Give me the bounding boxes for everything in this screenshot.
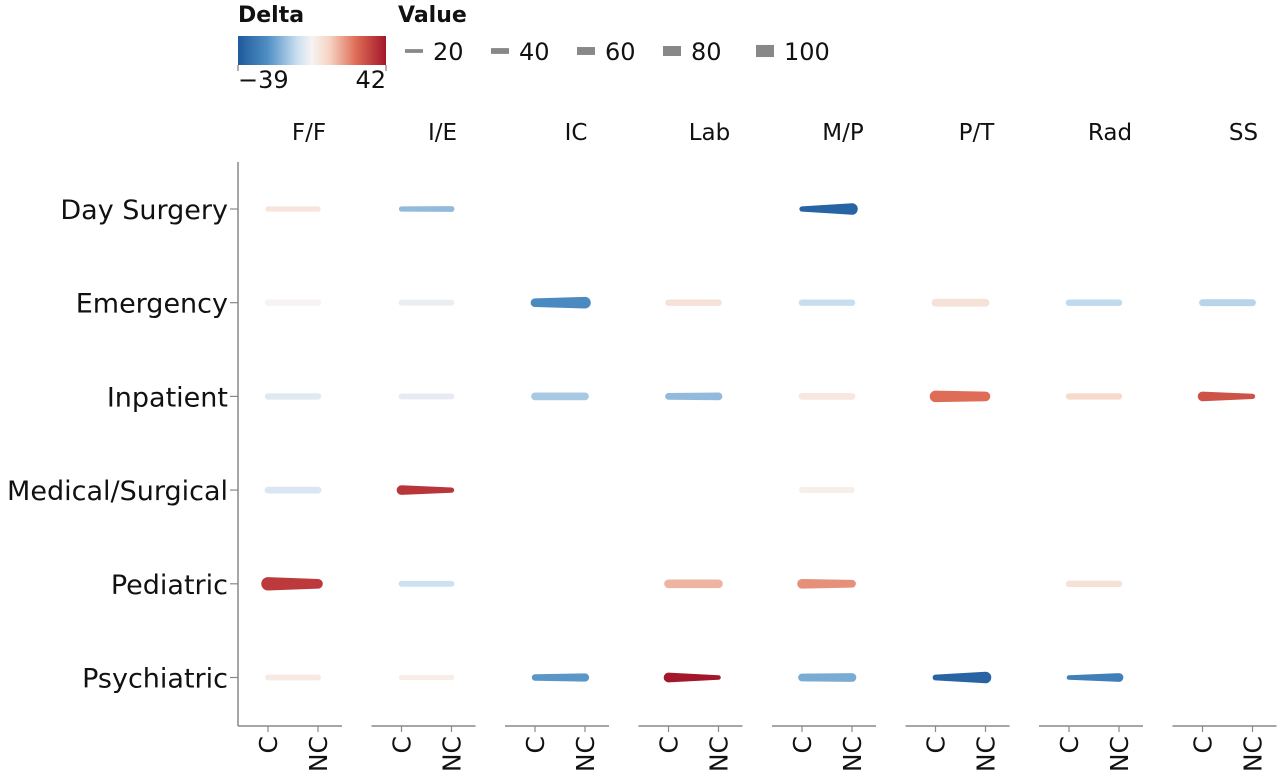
column-header: Lab [689, 120, 731, 146]
column-header: Rad [1088, 120, 1132, 146]
mark-emergency-ss [1199, 299, 1256, 307]
x-tick-label: NC [1105, 736, 1134, 772]
column-header: I/E [428, 120, 457, 146]
x-tick-label: NC [838, 736, 867, 772]
mark-pediatric-f-f [261, 577, 323, 591]
row-label: Inpatient [107, 382, 228, 413]
x-tick-label: NC [304, 736, 333, 772]
size-legend-swatch [491, 48, 509, 54]
x-tick-label: C [1055, 736, 1084, 753]
mark-day-surgery-i-e [398, 206, 455, 212]
color-legend-max-label: 42 [355, 66, 386, 94]
mark-pediatric-lab [664, 579, 723, 589]
mark-emergency-p-t [931, 298, 990, 307]
x-tick-label: C [655, 736, 684, 753]
mark-inpatient-i-e [398, 393, 455, 400]
mark-medical-surgical-i-e [396, 485, 455, 495]
column-header: M/P [822, 120, 864, 146]
row-label: Day Surgery [60, 195, 228, 226]
x-tick-label: NC [438, 736, 467, 772]
mark-psychiatric-ic [531, 673, 590, 682]
x-tick-label: NC [972, 736, 1001, 772]
size-legend-swatch [756, 44, 774, 58]
mark-emergency-m-p [798, 299, 856, 306]
size-legend-label: 40 [519, 38, 550, 66]
mark-emergency-lab [665, 299, 722, 306]
row-label: Pediatric [111, 570, 228, 601]
marks [261, 203, 1256, 684]
row-label: Psychiatric [82, 664, 228, 695]
color-legend-min-label: −39 [238, 66, 289, 94]
mark-inpatient-ss [1197, 391, 1256, 402]
x-tick-label: C [788, 736, 817, 753]
mark-day-surgery-f-f [265, 206, 321, 212]
mark-psychiatric-m-p [798, 673, 857, 682]
mark-psychiatric-i-e [398, 674, 455, 681]
x-tick-label: C [1189, 736, 1218, 753]
row-label: Emergency [76, 289, 228, 320]
x-tick-label: C [254, 736, 283, 753]
mark-pediatric-rad [1065, 580, 1123, 588]
row-label: Medical/Surgical [7, 476, 228, 507]
column-header: SS [1229, 120, 1258, 146]
x-axes: C NC C NC C NC C NC C NC C NC C NC C NC [238, 725, 1277, 772]
mark-emergency-f-f [264, 299, 322, 306]
mark-inpatient-p-t [929, 390, 991, 403]
color-legend: Delta −39 42 [237, 3, 387, 94]
size-legend-label: 80 [691, 38, 722, 66]
mark-emergency-i-e [398, 299, 455, 306]
mark-emergency-rad [1065, 299, 1123, 306]
color-legend-title: Delta [238, 3, 304, 28]
column-header: F/F [292, 120, 326, 146]
x-tick-label: C [521, 736, 550, 753]
mark-medical-surgical-m-p [799, 487, 855, 494]
row-labels: Day Surgery Emergency Inpatient Medical/Sur… [7, 195, 238, 695]
x-tick-label: C [922, 736, 951, 753]
size-legend-label: 20 [433, 38, 464, 66]
mark-psychiatric-f-f [265, 674, 321, 681]
mark-inpatient-f-f [264, 393, 322, 400]
mark-inpatient-m-p [798, 392, 856, 400]
x-tick-label: NC [705, 736, 734, 772]
mark-emergency-ic [530, 296, 591, 309]
size-legend-swatch [405, 49, 423, 53]
column-header: IC [565, 120, 588, 146]
size-legend-label: 60 [605, 38, 636, 66]
mark-inpatient-lab [665, 392, 723, 401]
size-legend-label: 100 [784, 38, 830, 66]
mark-psychiatric-rad [1066, 673, 1124, 682]
size-legend-swatch [663, 45, 681, 57]
x-tick-label: C [388, 736, 417, 753]
x-tick-label: NC [571, 736, 600, 772]
mark-pediatric-m-p [797, 578, 856, 589]
x-tick-label: NC [1239, 736, 1268, 772]
mark-psychiatric-p-t [932, 671, 992, 684]
size-legend: Value 20 40 60 80 100 [398, 3, 830, 66]
mark-pediatric-i-e [398, 580, 455, 587]
mark-day-surgery-m-p [799, 203, 858, 215]
mark-inpatient-rad [1065, 393, 1123, 400]
color-legend-gradient [238, 36, 386, 65]
size-legend-swatch [577, 47, 595, 55]
mark-inpatient-ic [531, 392, 589, 401]
column-header: P/T [959, 120, 996, 146]
size-legend-title: Value [398, 3, 467, 28]
mark-medical-surgical-f-f [264, 486, 322, 494]
column-headers: F/F I/E IC Lab M/P P/T Rad SS [292, 120, 1258, 146]
mark-psychiatric-lab [663, 672, 721, 683]
